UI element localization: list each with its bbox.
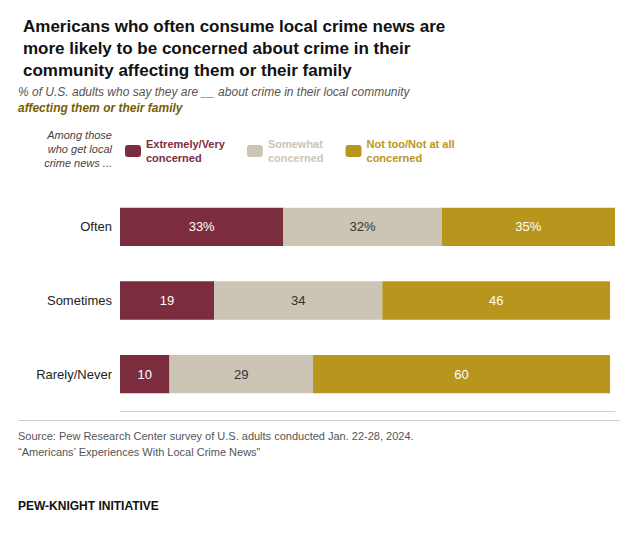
svg-text:Among those: Among those <box>46 129 112 141</box>
svg-text:Americans who often consume lo: Americans who often consume local crime … <box>23 17 445 36</box>
svg-text:Often: Often <box>80 219 112 234</box>
svg-text:crime news ...: crime news ... <box>44 157 112 169</box>
svg-text:10: 10 <box>138 367 152 382</box>
svg-text:concerned: concerned <box>268 152 324 164</box>
svg-text:Sometimes: Sometimes <box>47 293 113 308</box>
svg-text:34: 34 <box>291 293 305 308</box>
svg-text:Not too/Not at all: Not too/Not at all <box>367 138 455 150</box>
svg-text:who get local: who get local <box>48 143 113 155</box>
svg-text:Rarely/Never: Rarely/Never <box>36 367 113 382</box>
svg-text:Source: Pew Research Center su: Source: Pew Research Center survey of U.… <box>18 430 414 442</box>
svg-text:% of U.S. adults who say they: % of U.S. adults who say they are __ abo… <box>18 85 411 99</box>
svg-text:33%: 33% <box>189 219 215 234</box>
svg-text:concerned: concerned <box>146 152 202 164</box>
svg-text:19: 19 <box>160 293 174 308</box>
svg-text:Extremely/Very: Extremely/Very <box>146 138 226 150</box>
svg-text:32%: 32% <box>350 219 376 234</box>
svg-text:PEW-KNIGHT INITIATIVE: PEW-KNIGHT INITIATIVE <box>18 499 159 513</box>
svg-text:affecting them or their family: affecting them or their family <box>18 101 184 115</box>
svg-text:community affecting them or th: community affecting them or their family <box>23 61 352 80</box>
svg-text:“Americans’ Experiences With L: “Americans’ Experiences With Local Crime… <box>18 446 261 458</box>
svg-text:concerned: concerned <box>367 152 423 164</box>
svg-text:60: 60 <box>454 367 468 382</box>
svg-text:35%: 35% <box>515 219 541 234</box>
svg-text:29: 29 <box>234 367 248 382</box>
svg-text:more likely to be concerned ab: more likely to be concerned about crime … <box>23 39 411 58</box>
svg-text:46: 46 <box>489 293 503 308</box>
svg-text:Somewhat: Somewhat <box>268 138 323 150</box>
